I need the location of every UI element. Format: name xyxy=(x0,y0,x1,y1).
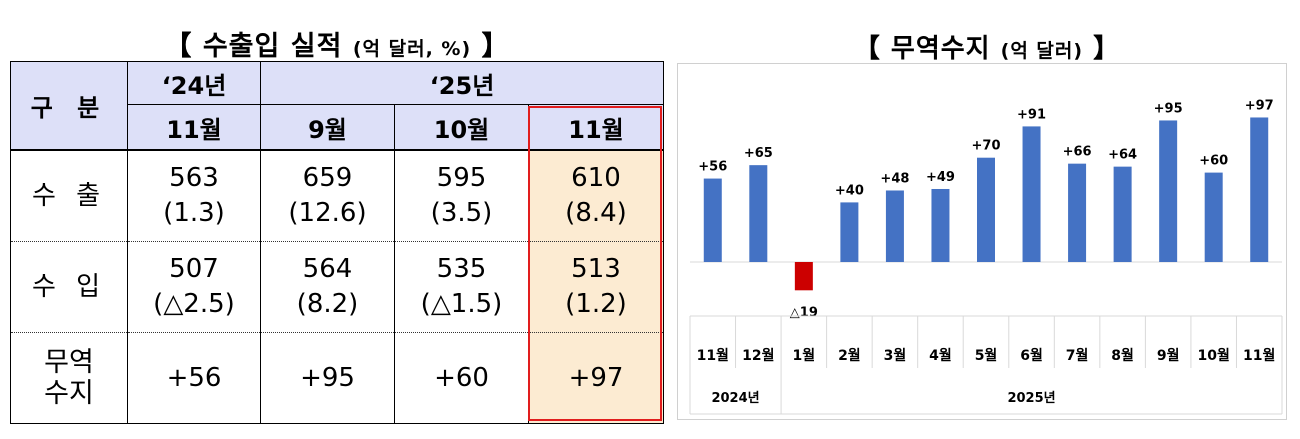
export-value: 610 xyxy=(571,163,621,193)
table-cell: 535 (△1.5) xyxy=(394,241,529,333)
table-cell: 595 (3.5) xyxy=(394,149,529,242)
month-header: 11월 xyxy=(127,104,261,151)
year-2025-header: ‘25년 xyxy=(260,61,664,105)
import-value: 507 xyxy=(169,254,219,284)
bar xyxy=(1204,172,1223,262)
trade-table: 구 분 ‘24년 ‘25년 11월 9월 10월 11월 수 출 563 (1.3… xyxy=(10,61,664,424)
data-label: +91 xyxy=(1017,107,1046,122)
table-cell: 507 (△2.5) xyxy=(127,241,261,333)
bar xyxy=(977,157,995,262)
import-rate: (△2.5) xyxy=(153,289,235,319)
month-header: 11월 xyxy=(528,104,664,151)
data-label: △19 xyxy=(790,305,818,320)
import-rate: (8.2) xyxy=(296,289,359,319)
trade-balance-chart: +56 +65 △19 +40 +48 +49 +70 +91 +66 +64 +95 +60 +97 1… xyxy=(689,98,1283,415)
tick-label: 4월 xyxy=(929,347,952,364)
import-value: 535 xyxy=(436,254,487,284)
tick-label: 1월 xyxy=(793,347,816,364)
bar xyxy=(749,165,768,262)
export-rate: (3.5) xyxy=(430,198,493,228)
import-label: 수 입 xyxy=(10,241,128,333)
table-unit: (억 달러, %) xyxy=(352,38,472,60)
data-label: +60 xyxy=(1199,154,1228,169)
chart-frame: +56 +65 △19 +40 +48 +49 +70 +91 +66 +64 +95 +60 +97 1… xyxy=(677,63,1287,420)
import-value: 513 xyxy=(571,254,621,284)
data-label: +64 xyxy=(1108,148,1137,163)
table-title-text: 【 수출입 실적 xyxy=(164,31,343,62)
data-label: +95 xyxy=(1154,101,1183,116)
balance-value: +60 xyxy=(394,332,529,424)
data-label: +48 xyxy=(880,171,909,186)
table-cell-highlight: 610 (8.4) xyxy=(528,149,664,242)
import-rate: (△1.5) xyxy=(420,289,503,319)
bar xyxy=(1250,117,1269,262)
category-header: 구 분 xyxy=(10,61,128,151)
data-label: +65 xyxy=(744,146,773,161)
data-label: +49 xyxy=(926,170,955,185)
tick-label: 11월 xyxy=(1243,347,1275,364)
bar xyxy=(1113,166,1132,262)
tick-label: 8월 xyxy=(1111,347,1134,364)
tick-label: 3월 xyxy=(884,347,907,364)
table-cell: 563 (1.3) xyxy=(127,149,261,242)
year-2024-header: ‘24년 xyxy=(127,61,261,105)
tick-label: 11월 xyxy=(697,347,729,364)
export-value: 659 xyxy=(302,163,353,193)
import-rate: (1.2) xyxy=(565,289,627,319)
import-value: 564 xyxy=(302,254,353,284)
tick-label: 2월 xyxy=(838,347,861,364)
tick-label: 10월 xyxy=(1198,347,1230,364)
bar xyxy=(703,178,722,262)
balance-value: +97 xyxy=(528,332,664,424)
balance-value: +95 xyxy=(260,332,395,424)
bar xyxy=(931,188,950,262)
bar xyxy=(1159,120,1178,262)
month-header: 10월 xyxy=(394,104,529,151)
year-group-label: 2024년 xyxy=(711,391,759,406)
tick-label: 5월 xyxy=(975,347,998,364)
export-value: 563 xyxy=(169,163,219,193)
chart-title-text: 【 무역수지 xyxy=(853,34,991,64)
bar xyxy=(1022,126,1041,262)
data-label: +97 xyxy=(1245,98,1274,113)
balance-label-line: 무역 xyxy=(44,347,94,378)
tick-label: 7월 xyxy=(1066,347,1089,364)
bar xyxy=(794,262,813,291)
table-title: 【 수출입 실적 (억 달러, %) 】 xyxy=(10,24,664,63)
export-rate: (8.4) xyxy=(565,198,627,228)
year-group-label: 2025년 xyxy=(1007,391,1055,406)
balance-label-line: 수지 xyxy=(44,378,94,409)
chart-title: 【 무역수지 (억 달러) 】 xyxy=(677,28,1297,65)
tick-label: 6월 xyxy=(1020,347,1043,364)
chart-title-end: 】 xyxy=(1093,34,1121,64)
table-title-end: 】 xyxy=(481,31,510,62)
export-value: 595 xyxy=(436,163,487,193)
balance-label: 무역 수지 xyxy=(10,332,128,424)
table-cell: 659 (12.6) xyxy=(260,149,395,242)
balance-value: +56 xyxy=(127,332,261,424)
bar xyxy=(1068,163,1087,262)
bar xyxy=(840,202,859,262)
table-cell-highlight: 513 (1.2) xyxy=(528,241,664,333)
export-rate: (12.6) xyxy=(288,198,367,228)
export-label: 수 출 xyxy=(10,149,128,242)
data-label: +66 xyxy=(1063,145,1092,160)
data-label: +70 xyxy=(972,139,1001,154)
tick-label: 12월 xyxy=(742,347,774,364)
data-label: +56 xyxy=(698,160,727,175)
data-label: +40 xyxy=(835,183,864,198)
chart-unit: (억 달러) xyxy=(1000,40,1084,62)
table-cell: 564 (8.2) xyxy=(260,241,395,333)
tick-label: 9월 xyxy=(1157,347,1180,364)
export-rate: (1.3) xyxy=(163,198,225,228)
month-header: 9월 xyxy=(260,104,395,151)
bar xyxy=(885,190,904,262)
